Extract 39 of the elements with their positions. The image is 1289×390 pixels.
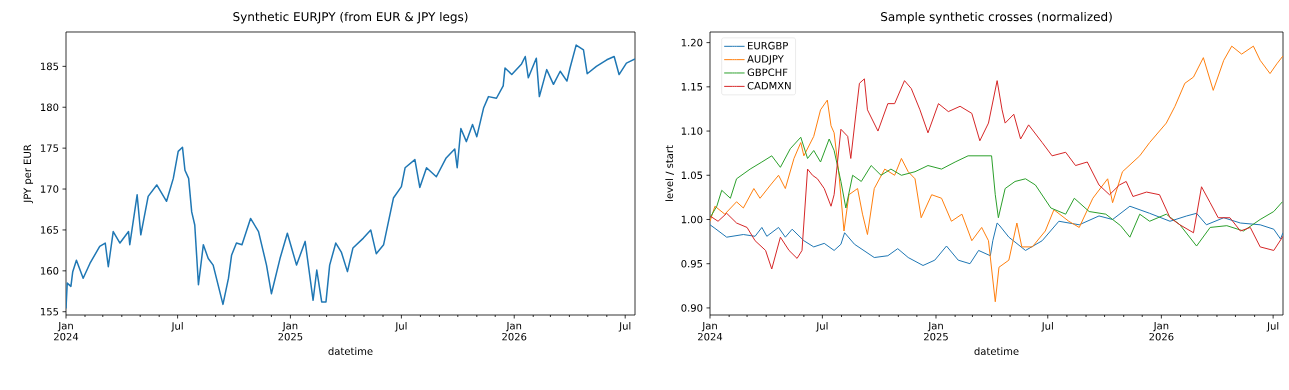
x-tick-label: Jan 2024: [698, 322, 723, 341]
x-tick-label: Jul: [1041, 322, 1053, 332]
y-tick-label: 185: [40, 62, 59, 71]
line-series: [710, 205, 1284, 266]
chart-title: Synthetic EURJPY (from EUR & JPY legs): [233, 11, 468, 24]
y-axis-title: level / start: [665, 145, 674, 201]
x-tick-label: Jul: [618, 322, 631, 332]
x-axis-title: datetime: [974, 347, 1019, 356]
legend-label: EURGBP: [748, 41, 788, 50]
legend-label: GBPCHF: [747, 68, 788, 77]
y-tick-label: 155: [40, 308, 59, 316]
y-tick-label: 175: [40, 144, 59, 152]
y-axis-title: JPY per EUR: [23, 144, 34, 204]
x-tick-label: Jul: [1266, 322, 1279, 332]
chart-title: Sample synthetic crosses (normalized): [881, 11, 1112, 24]
y-tick-label: 0.95: [681, 259, 703, 268]
y-tick-label: 1.20: [681, 38, 703, 47]
x-tick-label: Jan 2025: [278, 322, 303, 341]
y-tick-label: 165: [40, 226, 59, 234]
y-tick-label: 170: [40, 185, 59, 193]
legend-label: CADMXN: [747, 81, 791, 90]
x-tick-label: Jan 2024: [54, 322, 79, 341]
y-tick-label: 180: [40, 103, 59, 112]
x-tick-label: Jan 2026: [502, 322, 527, 341]
x-tick-label: Jul: [171, 322, 183, 332]
x-tick-label: Jan 2026: [1149, 322, 1174, 341]
y-tick-label: 160: [40, 267, 59, 275]
y-tick-label: 1.00: [681, 215, 703, 224]
y-tick-label: 1.15: [681, 83, 703, 91]
x-axis-title: datetime: [328, 347, 373, 356]
y-tick-label: 1.10: [681, 127, 703, 135]
y-tick-label: 0.90: [681, 304, 703, 312]
x-tick-label: Jul: [815, 322, 828, 332]
x-tick-label: Jul: [394, 322, 407, 332]
legend-label: AUDJPY: [747, 55, 784, 65]
line-series: [710, 78, 1284, 270]
x-tick-label: Jan 2025: [924, 322, 948, 341]
line-series: [66, 44, 636, 310]
y-tick-label: 1.05: [681, 171, 703, 180]
